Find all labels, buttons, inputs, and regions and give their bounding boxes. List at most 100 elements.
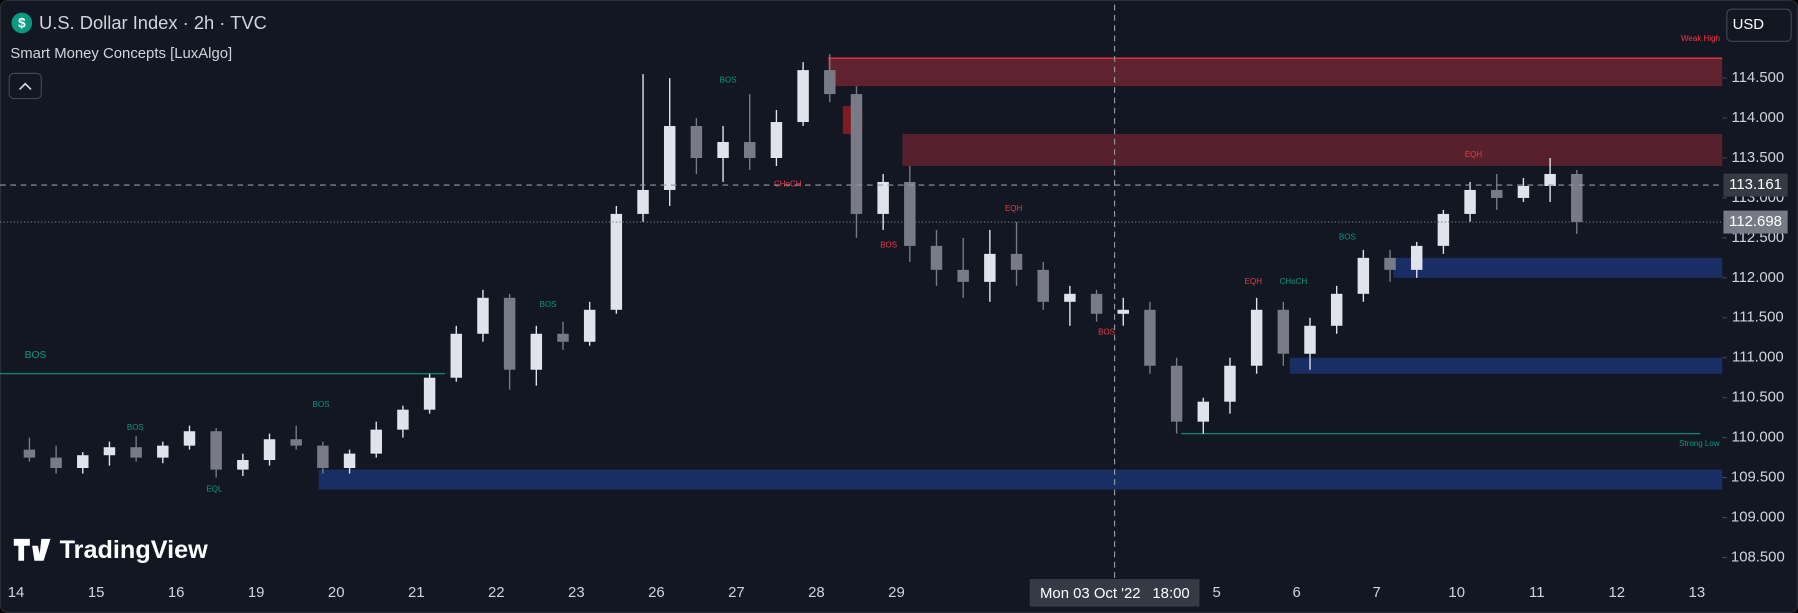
order-block	[827, 58, 1723, 87]
brand-logo	[13, 538, 51, 561]
candle-body	[1330, 293, 1343, 326]
order-block	[1393, 257, 1723, 278]
y-tick-label: 113.500	[1731, 150, 1784, 166]
order-block	[318, 469, 1723, 490]
symbol-icon-text: $	[18, 16, 26, 31]
candle-body	[210, 431, 222, 470]
candle-body	[1544, 173, 1556, 186]
chart-title: U.S. Dollar Index · 2h · TVC	[39, 12, 267, 33]
collapse-button[interactable]	[8, 72, 42, 100]
candle-body	[850, 94, 863, 214]
smc-label: EQL	[206, 485, 223, 494]
smc-label: BOS	[1339, 232, 1356, 241]
smc-label: CHoCH	[1280, 277, 1308, 286]
y-tick-label: 112.000	[1731, 270, 1784, 286]
smc-label: EQH	[1465, 150, 1483, 159]
smc-label: BOS	[720, 75, 737, 84]
candle-body	[1010, 253, 1023, 270]
y-tick-label: 110.500	[1731, 390, 1784, 406]
candle-body	[1064, 293, 1076, 302]
candle-body	[290, 439, 302, 446]
plot-area: BOS BOS EQL BOS BOS BOS CHoCH BOS EQH BOS EQH CHoCH…	[0, 34, 1723, 494]
overlay: 108.500 109.000 109.500 110.000 110.500 111.0…	[8, 4, 1788, 607]
x-tick-label: 28	[808, 585, 825, 601]
candle-body	[744, 142, 756, 158]
x-tick-label: 22	[488, 585, 505, 601]
candle-body	[50, 457, 62, 468]
candle-body	[103, 447, 116, 456]
y-tick-label: 114.000	[1731, 110, 1784, 126]
x-tick-label: 5	[1212, 585, 1220, 601]
indicator-name: Smart Money Concepts [LuxAlgo]	[10, 46, 232, 62]
x-tick-label: 14	[8, 585, 25, 601]
candle-body	[423, 377, 436, 410]
candle-body	[984, 253, 996, 282]
smc-label: BOS	[880, 241, 897, 250]
candle-body	[1224, 365, 1236, 402]
candle-body	[1144, 309, 1156, 366]
x-tick-label: 19	[248, 585, 265, 601]
crosshair-price-box	[1723, 173, 1788, 197]
symbol-icon	[11, 12, 33, 34]
crosshair-time-box	[1029, 579, 1200, 607]
x-tick-label: 11	[1529, 585, 1544, 601]
y-tick-label: 111.000	[1732, 350, 1784, 366]
y-tick-label: 109.000	[1731, 509, 1785, 525]
order-block	[902, 134, 1723, 166]
x-tick-label: 12	[1609, 585, 1626, 601]
x-tick-label: 21	[408, 585, 425, 601]
candle-body	[343, 453, 356, 468]
currency-button[interactable]	[1726, 8, 1792, 42]
crosshair-time: 18:00	[1152, 586, 1189, 602]
candle-body	[1090, 293, 1103, 314]
x-tick-label: 23	[568, 585, 585, 601]
smc-label: BOS	[25, 350, 47, 361]
smc-label: BOS	[1098, 328, 1115, 337]
x-tick-label: 6	[1293, 585, 1301, 601]
y-tick-label: 112.500	[1731, 230, 1784, 246]
smc-label: EQH	[1005, 204, 1023, 213]
smc-label: EQH	[1245, 277, 1263, 286]
smc-label: Strong Low	[1679, 439, 1720, 448]
brand-name: TradingView	[60, 536, 208, 564]
candle-body	[637, 189, 649, 214]
y-tick-label: 110.000	[1731, 430, 1784, 446]
candle-body	[1384, 257, 1396, 270]
y-tick-label: 111.500	[1732, 310, 1784, 326]
candle-body	[1197, 401, 1210, 422]
x-tick-label: 29	[888, 585, 905, 601]
candle-body	[690, 126, 703, 158]
candle-body	[370, 429, 382, 454]
candle-body	[450, 333, 463, 378]
candle-body	[1170, 365, 1183, 422]
candle-body	[1304, 325, 1316, 354]
candle-body	[877, 181, 889, 214]
candle-body	[610, 213, 623, 310]
candle-body	[77, 455, 89, 468]
candle-body	[317, 445, 329, 468]
y-tick-label: 108.500	[1731, 549, 1785, 565]
candle-body	[1491, 189, 1503, 198]
candle-body	[824, 70, 836, 95]
candle-body	[397, 409, 409, 430]
candle-body	[583, 309, 596, 342]
candle-body	[957, 269, 969, 282]
x-tick-label: 26	[648, 585, 665, 601]
candle-body	[530, 333, 543, 370]
smc-label: BOS	[540, 300, 557, 309]
y-tick-label: 109.500	[1731, 470, 1785, 486]
crosshair-price-label: 113.161	[1729, 177, 1782, 193]
candle-body	[157, 445, 169, 458]
x-tick-label: 10	[1448, 585, 1465, 601]
last-price-box	[1723, 210, 1788, 234]
candle-body	[477, 297, 489, 334]
candle-body	[1117, 309, 1129, 314]
candle-body	[1571, 173, 1583, 222]
candle-body	[130, 447, 142, 458]
candle-body	[1517, 185, 1530, 198]
candle-body	[1437, 213, 1450, 246]
candle-body	[1277, 309, 1290, 354]
